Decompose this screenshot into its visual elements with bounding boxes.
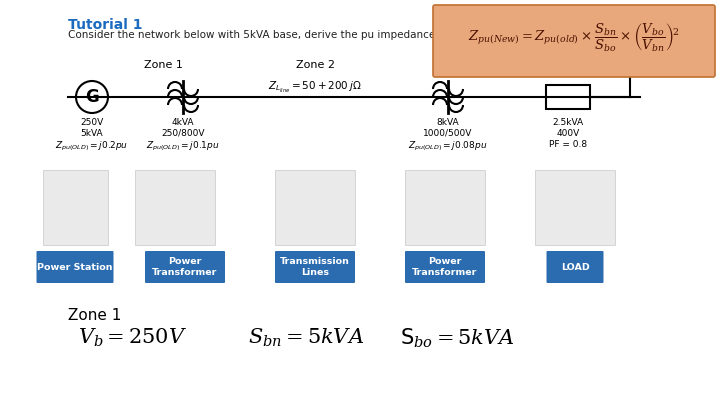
Bar [405,170,485,245]
Bar [275,170,355,245]
FancyBboxPatch shape [433,5,715,77]
Text: $Z_{L_{line}} = 50 + 200 \, j\Omega$: $Z_{L_{line}} = 50 + 200 \, j\Omega$ [269,80,361,95]
Text: 5kVA: 5kVA [81,129,103,138]
Text: Zone 1: Zone 1 [143,60,182,70]
Text: Tutorial 1: Tutorial 1 [68,18,143,32]
Text: $Z_{pu(New)} = Z_{pu(old)} \times \dfrac{S_{bn}}{S_{bo}} \times \left(\dfrac{V_{: $Z_{pu(New)} = Z_{pu(old)} \times \dfrac… [469,22,680,54]
Text: 2.5kVA: 2.5kVA [552,118,584,127]
Text: 8kVA: 8kVA [437,118,459,127]
Text: Power
Transformer: Power Transformer [413,257,477,277]
Bar [42,170,107,245]
Bar [546,85,590,109]
Text: $Z_{pu(OLD)} = j0.08pu$: $Z_{pu(OLD)} = j0.08pu$ [408,140,487,153]
Text: $\mathsf{S}_{bo} = 5kVA$: $\mathsf{S}_{bo} = 5kVA$ [400,326,515,349]
Text: $V_b = 250V$: $V_b = 250V$ [78,327,187,349]
Text: LOAD: LOAD [561,263,590,271]
Text: G: G [85,88,99,106]
FancyBboxPatch shape [145,251,225,283]
FancyBboxPatch shape [405,251,485,283]
Text: Zone 2: Zone 2 [295,60,335,70]
Text: $Z_{pu(OLD)} = j0.2pu$: $Z_{pu(OLD)} = j0.2pu$ [55,140,129,153]
Text: 400V: 400V [557,129,580,138]
FancyBboxPatch shape [546,251,603,283]
Text: Power Station: Power Station [37,263,113,271]
Text: PF = 0.8: PF = 0.8 [549,140,587,149]
Text: 250/800V: 250/800V [161,129,204,138]
Bar [135,170,215,245]
Bar [535,170,615,245]
Text: Consider the network below with 5kVA base, derive the pu impedance diagram.: Consider the network below with 5kVA bas… [68,30,485,40]
Text: Zone 3: Zone 3 [541,60,580,70]
Text: 250V: 250V [81,118,104,127]
Text: 1000/500V: 1000/500V [423,129,473,138]
Text: Transmission
Lines: Transmission Lines [280,257,350,277]
Text: Zone 1: Zone 1 [68,308,122,323]
Text: $S_{bn} = 5kVA$: $S_{bn} = 5kVA$ [248,327,364,349]
Text: $Z_{pu(OLD)} = j0.1pu$: $Z_{pu(OLD)} = j0.1pu$ [146,140,220,153]
Text: 4kVA: 4kVA [172,118,194,127]
Text: Power
Transformer: Power Transformer [153,257,217,277]
FancyBboxPatch shape [37,251,114,283]
FancyBboxPatch shape [275,251,355,283]
